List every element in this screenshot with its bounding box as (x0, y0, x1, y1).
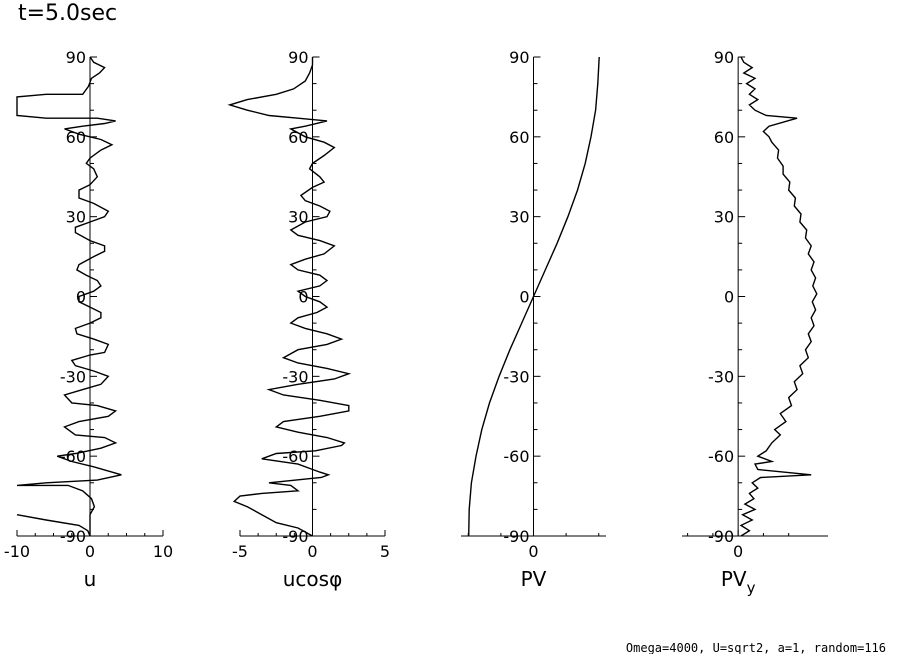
x-axis-label-subscript: y (747, 579, 756, 597)
y-tick-label: -60 (503, 447, 529, 466)
x-axis-label: PV (521, 567, 547, 591)
series-line-PV (468, 57, 600, 536)
y-tick-label: 60 (66, 128, 86, 147)
y-tick-label: -90 (503, 527, 529, 546)
series-line-PVy (739, 57, 818, 536)
y-tick-label: -30 (60, 367, 86, 386)
y-tick-label: 0 (519, 288, 529, 307)
panel-1: -90 -60 -30 0 30 60 90 -10 0 10 u (4, 48, 173, 591)
y-tick-label: -30 (503, 367, 529, 386)
y-tick-label: 0 (76, 288, 86, 307)
y-tick-label: -90 (282, 527, 308, 546)
series-line-ucos (227, 57, 352, 536)
y-tick-label: 60 (509, 128, 529, 147)
y-tick-label: 30 (509, 208, 529, 227)
y-tick-label: 0 (724, 288, 734, 307)
figure-title: t=5.0sec (18, 1, 117, 26)
y-tick-label: 60 (714, 128, 734, 147)
x-axis-label: PVy (721, 567, 756, 597)
panel-3: -90 -60 -30 0 30 60 90 0 PV (461, 48, 606, 591)
y-tick-label: -90 (708, 527, 734, 546)
y-tick-label: 30 (66, 208, 86, 227)
x-tick-label: 5 (380, 542, 390, 561)
series-line-u (16, 57, 122, 536)
y-tick-label: 90 (714, 48, 734, 67)
y-tick-label: 60 (288, 128, 308, 147)
x-tick-label: -10 (4, 542, 30, 561)
x-tick-label: 0 (307, 542, 317, 561)
x-tick-label: 0 (85, 542, 95, 561)
x-tick-label: -5 (232, 542, 248, 561)
parameter-footer: Omega=4000, U=sqrt2, a=1, random=116 (626, 641, 886, 654)
y-tick-label: 90 (66, 48, 86, 67)
y-tick-label: -90 (60, 527, 86, 546)
y-tick-label: 30 (714, 208, 734, 227)
panel-4: -90 -60 -30 0 30 60 90 0 PVy (682, 48, 828, 597)
y-tick-label: -30 (708, 367, 734, 386)
y-tick-label: -30 (282, 367, 308, 386)
y-tick-label: -60 (708, 447, 734, 466)
y-tick-label: 0 (298, 288, 308, 307)
y-tick-label: 30 (288, 208, 308, 227)
x-axis-label: ucosφ (283, 567, 343, 591)
x-axis-label: u (84, 567, 97, 591)
x-tick-label: 0 (528, 542, 538, 561)
y-tick-label: 90 (288, 48, 308, 67)
y-tick-label: -60 (60, 447, 86, 466)
y-tick-label: 90 (509, 48, 529, 67)
x-tick-label: 0 (733, 542, 743, 561)
x-tick-label: 10 (153, 542, 173, 561)
